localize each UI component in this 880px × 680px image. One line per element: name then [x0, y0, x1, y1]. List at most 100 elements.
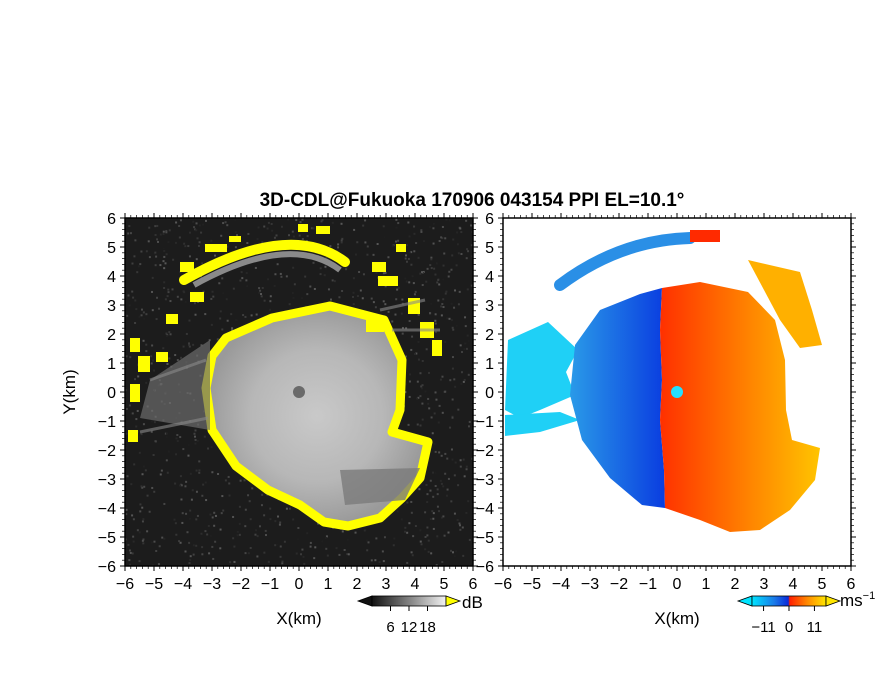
x-tick-label: −2	[610, 576, 628, 593]
noise-speck	[467, 500, 470, 503]
noise-speck	[196, 237, 199, 240]
noise-speck	[453, 555, 456, 558]
noise-speck	[164, 298, 167, 301]
noise-speck	[222, 509, 225, 512]
noise-speck	[174, 241, 177, 244]
noise-speck	[454, 385, 457, 388]
noise-speck	[404, 526, 407, 529]
noise-speck	[454, 461, 457, 464]
noise-speck	[182, 290, 185, 293]
noise-speck	[467, 340, 470, 343]
noise-speck	[162, 230, 165, 233]
noise-speck	[211, 516, 214, 519]
noise-speck	[196, 514, 199, 517]
noise-speck	[195, 222, 198, 225]
y-tick-label: 0	[485, 385, 494, 402]
noise-speck	[437, 278, 440, 281]
intensity-colorbar: 6 12 18 dB	[356, 593, 483, 636]
noise-speck	[392, 544, 395, 547]
noise-speck	[202, 483, 205, 486]
noise-speck	[136, 529, 139, 532]
noise-speck	[175, 533, 178, 536]
noise-speck	[240, 271, 243, 274]
noise-speck	[232, 537, 235, 540]
noise-speck	[408, 281, 411, 284]
noise-speck	[471, 457, 473, 460]
noise-speck	[188, 541, 191, 544]
noise-speck	[245, 272, 248, 275]
noise-speck	[435, 262, 438, 265]
x-tick-label: −1	[261, 576, 279, 593]
noise-speck	[206, 533, 209, 536]
noise-speck	[150, 430, 153, 433]
noise-speck	[430, 258, 433, 261]
noise-speck	[144, 469, 147, 472]
noise-speck	[439, 378, 442, 381]
noise-speck	[470, 284, 473, 287]
noise-speck	[228, 482, 231, 485]
noise-speck	[249, 518, 252, 521]
noise-speck	[463, 378, 466, 381]
noise-speck	[391, 244, 394, 247]
noise-speck	[263, 299, 266, 302]
noise-speck	[352, 291, 355, 294]
noise-speck	[155, 550, 158, 553]
noise-speck	[185, 332, 188, 335]
y-tick-label: 5	[485, 240, 494, 257]
noise-speck	[414, 290, 417, 293]
noise-speck	[469, 224, 472, 227]
noise-speck	[397, 222, 400, 225]
y-tick-label: −3	[98, 472, 116, 489]
noise-speck	[192, 220, 195, 223]
noise-speck	[395, 218, 398, 221]
noise-speck	[446, 317, 449, 320]
noise-speck	[193, 302, 196, 305]
noise-speck	[153, 421, 156, 424]
noise-speck	[417, 313, 420, 316]
x-tick-label: 6	[469, 576, 478, 593]
noise-speck	[245, 279, 248, 282]
noise-speck	[397, 286, 400, 289]
intensity-xlabel: X(km)	[276, 609, 321, 628]
noise-speck	[356, 241, 359, 244]
noise-speck	[242, 314, 245, 317]
noise-speck	[433, 412, 436, 415]
noise-speck	[145, 350, 148, 353]
y-tick-label: 6	[485, 211, 494, 228]
noise-speck	[141, 486, 144, 489]
noise-speck	[200, 532, 203, 535]
noise-speck	[430, 416, 433, 419]
x-tick-label: 6	[847, 576, 856, 593]
y-tick-label: −2	[98, 443, 116, 460]
noise-speck	[125, 513, 128, 516]
noise-speck	[145, 250, 148, 253]
noise-speck	[372, 253, 375, 256]
noise-speck	[141, 506, 144, 509]
noise-speck	[364, 219, 367, 222]
noise-speck	[430, 302, 433, 305]
noise-speck	[384, 285, 387, 288]
noise-speck	[433, 267, 436, 270]
noise-speck	[302, 555, 305, 558]
noise-speck	[221, 328, 224, 331]
intensity-outer-arc-gray	[192, 251, 342, 288]
noise-speck	[280, 225, 283, 228]
radial-streak	[379, 298, 426, 312]
noise-speck	[156, 238, 159, 241]
noise-speck	[233, 560, 236, 563]
noise-speck	[325, 547, 328, 550]
noise-speck	[435, 398, 438, 401]
noise-speck	[419, 372, 422, 375]
noise-speck	[185, 480, 188, 483]
y-tick-label: 3	[107, 298, 116, 315]
noise-speck	[458, 290, 461, 293]
noise-speck	[420, 229, 423, 232]
y-tick-label: −6	[476, 559, 494, 576]
noise-speck	[243, 479, 246, 482]
noise-speck	[449, 549, 452, 552]
noise-speck	[462, 554, 465, 557]
noise-speck	[458, 522, 461, 525]
noise-speck	[374, 306, 377, 309]
noise-speck	[310, 227, 313, 230]
noise-speck	[436, 535, 439, 538]
